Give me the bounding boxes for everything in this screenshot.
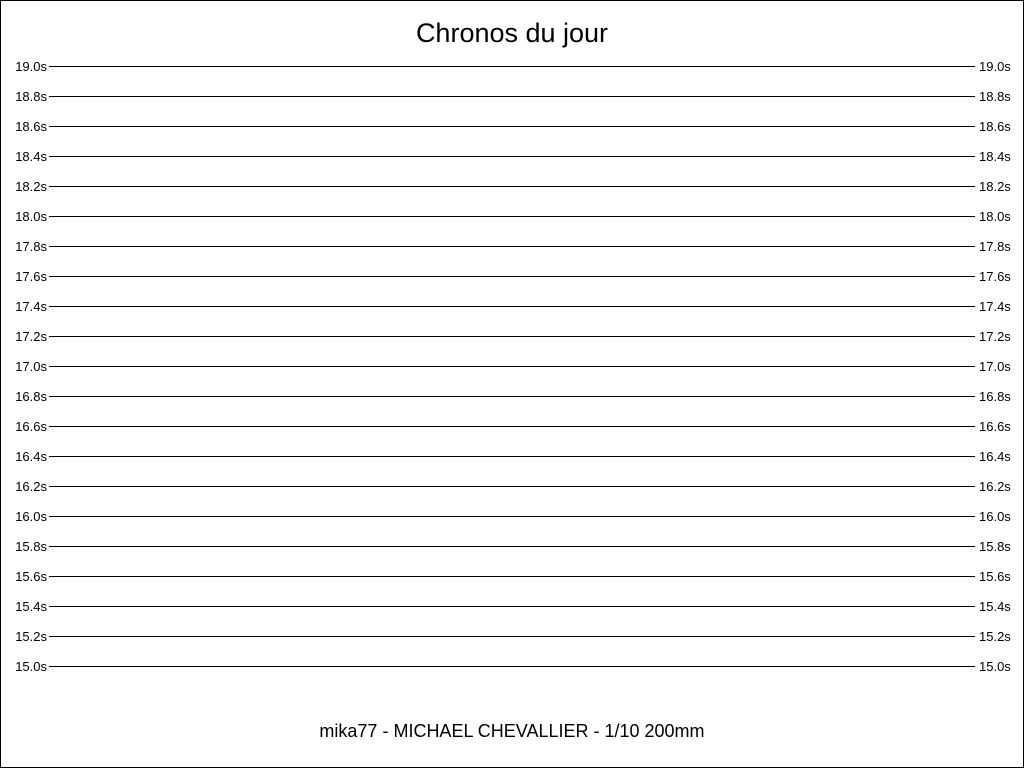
y-tick-label-right: 17.6s — [979, 269, 1011, 284]
y-tick-label-left: 16.8s — [15, 389, 47, 404]
y-tick-label-left: 18.4s — [15, 149, 47, 164]
y-tick-label-left: 18.0s — [15, 209, 47, 224]
y-tick-label-left: 17.4s — [15, 299, 47, 314]
y-tick-label-left: 18.6s — [15, 119, 47, 134]
y-tick-label-left: 17.2s — [15, 329, 47, 344]
y-tick-label-right: 18.2s — [979, 179, 1011, 194]
y-tick-label-left: 16.6s — [15, 419, 47, 434]
y-tick-label-left: 18.2s — [15, 179, 47, 194]
y-tick-label-right: 16.2s — [979, 479, 1011, 494]
chart-title: Chronos du jour — [415, 18, 609, 48]
y-tick-label-right: 18.0s — [979, 209, 1011, 224]
y-tick-label-right: 18.8s — [979, 89, 1011, 104]
y-tick-label-left: 17.8s — [15, 239, 47, 254]
y-tick-label-left: 15.0s — [15, 659, 47, 674]
y-tick-label-right: 15.0s — [979, 659, 1011, 674]
chart-footer: mika77 - MICHAEL CHEVALLIER - 1/10 200mm — [319, 721, 705, 741]
y-tick-label-left: 16.2s — [15, 479, 47, 494]
y-tick-label-left: 15.2s — [15, 629, 47, 644]
y-tick-label-left: 17.0s — [15, 359, 47, 374]
y-tick-label-right: 17.2s — [979, 329, 1011, 344]
y-tick-label-right: 15.2s — [979, 629, 1011, 644]
y-tick-label-left: 16.0s — [15, 509, 47, 524]
y-tick-label-right: 19.0s — [979, 59, 1011, 74]
y-tick-label-right: 16.0s — [979, 509, 1011, 524]
y-tick-label-left: 17.6s — [15, 269, 47, 284]
y-tick-label-left: 15.4s — [15, 599, 47, 614]
y-tick-label-right: 17.8s — [979, 239, 1011, 254]
y-tick-label-left: 18.8s — [15, 89, 47, 104]
y-tick-label-right: 16.8s — [979, 389, 1011, 404]
y-tick-label-right: 18.4s — [979, 149, 1011, 164]
y-tick-label-left: 16.4s — [15, 449, 47, 464]
y-tick-label-right: 15.8s — [979, 539, 1011, 554]
y-tick-label-left: 15.6s — [15, 569, 47, 584]
y-tick-label-left: 19.0s — [15, 59, 47, 74]
y-tick-label-right: 15.6s — [979, 569, 1011, 584]
y-tick-label-right: 17.4s — [979, 299, 1011, 314]
y-tick-label-right: 18.6s — [979, 119, 1011, 134]
y-tick-label-right: 16.4s — [979, 449, 1011, 464]
y-tick-label-right: 16.6s — [979, 419, 1011, 434]
y-tick-label-right: 15.4s — [979, 599, 1011, 614]
y-tick-label-left: 15.8s — [15, 539, 47, 554]
y-tick-label-right: 17.0s — [979, 359, 1011, 374]
